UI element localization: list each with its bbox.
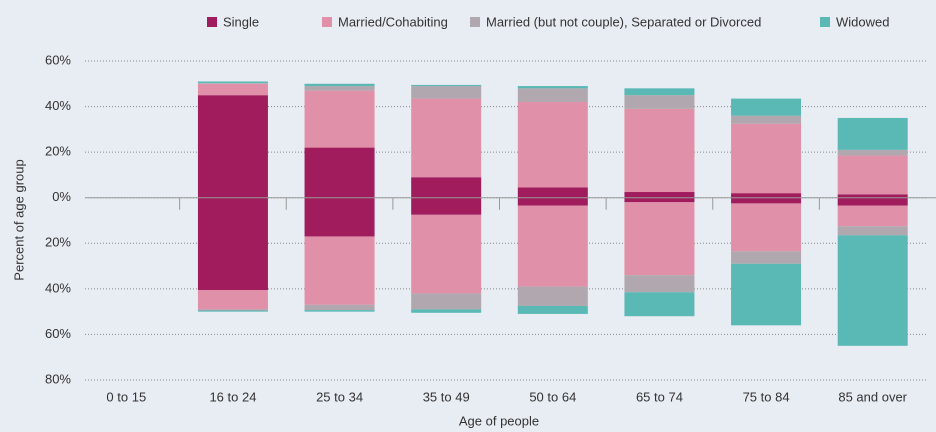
bar-segment <box>304 197 375 237</box>
bar-segment <box>624 275 695 293</box>
bar-segment <box>411 214 482 294</box>
legend-label: Married/Cohabiting <box>338 14 448 29</box>
bar-segment <box>517 187 588 198</box>
bar-segment <box>624 88 695 96</box>
bar-segment <box>517 86 588 89</box>
bar-segment <box>197 83 268 84</box>
bar-segment <box>304 90 375 148</box>
bar-segment <box>197 289 268 310</box>
legend-swatch <box>470 17 480 27</box>
bar-segment <box>731 263 802 326</box>
bar-segment <box>304 304 375 311</box>
bar-segment <box>837 149 908 156</box>
legend-label: Widowed <box>836 14 889 29</box>
legend-swatch <box>820 17 830 27</box>
bar-segment <box>731 203 802 252</box>
y-tick-label: 60% <box>45 52 71 67</box>
bar-segment <box>731 197 802 204</box>
x-tick-label: 50 to 64 <box>529 389 576 404</box>
bar-segment <box>197 197 268 290</box>
y-tick-label: 40% <box>45 98 71 113</box>
y-axis-label: Percent of age group <box>11 159 26 280</box>
legend-label: Married (but not couple), Separated or D… <box>486 14 761 29</box>
bar-segment <box>624 197 695 203</box>
bar-segment <box>837 205 908 227</box>
legend-label: Single <box>223 14 259 29</box>
bar-segment <box>411 309 482 313</box>
bar-segment <box>304 236 375 305</box>
y-tick-label: 20% <box>45 144 71 159</box>
bar-segment <box>411 197 482 215</box>
bar-segment <box>624 95 695 109</box>
bar-segment <box>517 305 588 314</box>
bar-segment <box>197 83 268 96</box>
x-tick-label: 75 to 84 <box>743 389 790 404</box>
x-tick-label: 85 and over <box>838 389 907 404</box>
bar-segment <box>731 251 802 264</box>
bar-segment <box>411 84 482 87</box>
y-tick-label: 40% <box>45 280 71 295</box>
bar-segment <box>411 86 482 99</box>
x-tick-label: 25 to 34 <box>316 389 363 404</box>
bar-segment <box>837 117 908 150</box>
bar-segment <box>304 310 375 312</box>
y-tick-label: 80% <box>45 371 71 386</box>
y-tick-label: 60% <box>45 326 71 341</box>
bar-segment <box>517 88 588 103</box>
bar-segment <box>731 193 802 198</box>
bar-segment <box>304 83 375 87</box>
x-tick-label: 35 to 49 <box>423 389 470 404</box>
y-tick-label: 20% <box>45 235 71 250</box>
bar-segment <box>304 86 375 91</box>
bar-segment <box>197 81 268 84</box>
bar-segment <box>197 95 268 198</box>
x-axis-label: Age of people <box>459 413 539 428</box>
bar-segment <box>624 202 695 276</box>
bar-segment <box>197 310 268 312</box>
bar-segment <box>837 197 908 206</box>
bar-segment <box>411 177 482 198</box>
bar-segment <box>304 147 375 198</box>
bar-segment <box>517 197 588 206</box>
bar-segment <box>837 226 908 236</box>
bar-segment <box>411 293 482 310</box>
bar-segment <box>624 292 695 317</box>
bar-segment <box>837 235 908 346</box>
x-tick-label: 0 to 15 <box>106 389 146 404</box>
bar-segment <box>837 155 908 195</box>
bar-segment <box>197 309 268 311</box>
bar-segment <box>731 98 802 116</box>
bar-segment <box>731 123 802 194</box>
x-tick-label: 65 to 74 <box>636 389 683 404</box>
bar-segment <box>517 102 588 188</box>
bar-segment <box>624 192 695 198</box>
legend-swatch <box>207 17 217 27</box>
y-tick-label: 0% <box>52 189 71 204</box>
bar-segment <box>624 108 695 193</box>
bar-segment <box>517 205 588 287</box>
bar-segment <box>837 194 908 198</box>
x-tick-label: 16 to 24 <box>209 389 256 404</box>
bar-segment <box>411 98 482 178</box>
bar-segment <box>731 115 802 124</box>
bar-segment <box>517 286 588 306</box>
legend-swatch <box>322 17 332 27</box>
